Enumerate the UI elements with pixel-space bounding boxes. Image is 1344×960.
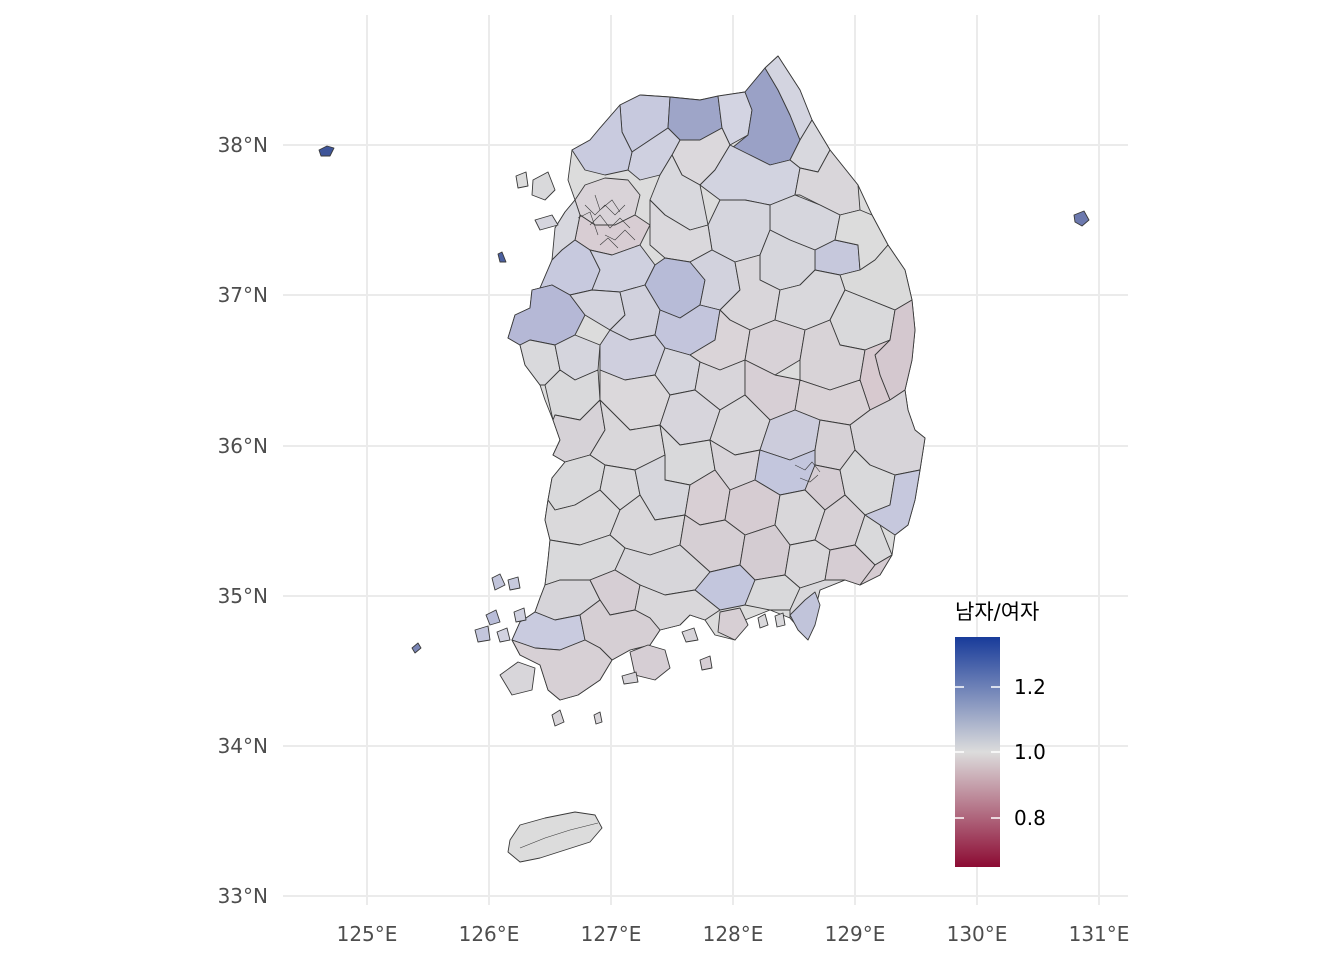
island-ganghwa xyxy=(531,171,556,201)
y-axis: 38°N 37°N 36°N 35°N 34°N 33°N xyxy=(218,133,268,908)
legend-title: 남자/여자 xyxy=(955,600,1039,624)
x-tick-label: 131°E xyxy=(1069,922,1130,946)
y-tick-label: 35°N xyxy=(218,584,268,608)
island-baengnyeong xyxy=(318,145,335,157)
x-tick-label: 128°E xyxy=(703,922,764,946)
y-tick-label: 37°N xyxy=(218,283,268,307)
island-south-1 xyxy=(551,709,565,727)
island-sinan-1 xyxy=(491,573,506,591)
region-ulsan xyxy=(864,469,921,536)
region-yeoncheon xyxy=(571,104,633,176)
island-yeonpyeong xyxy=(497,251,507,263)
island-south-3 xyxy=(621,671,639,685)
legend-label: 0.8 xyxy=(1014,806,1046,830)
y-tick-label: 38°N xyxy=(218,133,268,157)
island-south-6 xyxy=(774,612,786,628)
x-tick-label: 127°E xyxy=(581,922,642,946)
island-south-5 xyxy=(757,613,769,629)
island-wando xyxy=(499,661,536,696)
island-gageo xyxy=(411,642,422,654)
region-polygons xyxy=(318,55,1090,863)
island-sinan-6 xyxy=(513,607,527,623)
daegu-district-lines xyxy=(794,461,821,483)
island-sinan-4 xyxy=(474,625,491,643)
x-axis: 125°E 126°E 127°E 128°E 129°E 130°E 131°… xyxy=(337,922,1130,946)
y-tick-label: 36°N xyxy=(218,434,268,458)
island-south-7 xyxy=(699,655,713,671)
island-namhae xyxy=(717,607,749,641)
seoul-district-lines xyxy=(577,194,636,249)
x-tick-label: 125°E xyxy=(337,922,398,946)
y-tick-label: 34°N xyxy=(218,734,268,758)
island-sinan-2 xyxy=(507,576,521,591)
island-south-4 xyxy=(681,627,699,643)
island-ulleung xyxy=(1073,210,1090,227)
island-south-2 xyxy=(593,711,603,725)
region-haenam xyxy=(511,639,613,701)
x-tick-label: 126°E xyxy=(459,922,520,946)
legend-label: 1.0 xyxy=(1014,740,1046,764)
jeju-division-line xyxy=(519,822,599,849)
legend-label: 1.2 xyxy=(1014,675,1046,699)
x-tick-label: 129°E xyxy=(825,922,886,946)
y-tick-label: 33°N xyxy=(218,884,268,908)
x-tick-label: 130°E xyxy=(947,922,1008,946)
island-gyodong xyxy=(515,171,529,189)
island-sinan-3 xyxy=(485,609,501,626)
region-busan xyxy=(859,554,893,586)
island-sinan-5 xyxy=(496,627,511,643)
island-jeju xyxy=(507,811,603,863)
island-yeongjong xyxy=(534,214,559,231)
color-legend: 남자/여자 1.2 1.0 0.8 xyxy=(955,600,1046,867)
island-geoje xyxy=(789,591,821,641)
